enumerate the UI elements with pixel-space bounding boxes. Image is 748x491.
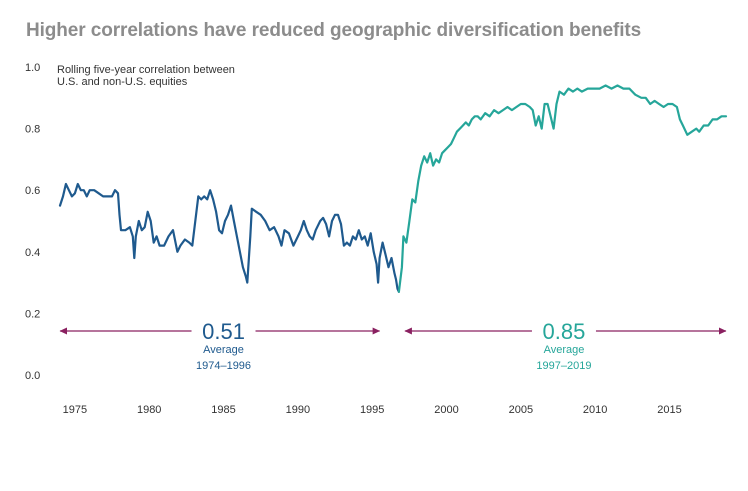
x-tick-label: 1990 [286,404,310,416]
average-label-1: Average [203,344,244,356]
average-value-2: 0.85 [543,319,586,344]
chart-title: Higher correlations have reduced geograp… [26,20,642,41]
x-tick-label: 2015 [657,404,681,416]
y-axis-label-line: Rolling five-year correlation between [57,64,235,76]
x-tick-label: 1995 [360,404,384,416]
average-value-1: 0.51 [202,319,245,344]
y-tick-label: 1.0 [25,62,40,74]
series-lines [58,84,728,293]
x-tick-label: 1975 [63,404,87,416]
y-tick-label: 0.6 [25,185,40,197]
y-axis-label: Rolling five-year correlation betweenU.S… [57,64,235,88]
series-line-1 [58,182,400,293]
average-period-1: 1974–1996 [196,360,251,372]
average-period-2: 1997–2019 [536,360,591,372]
x-tick-label: 2010 [583,404,607,416]
x-tick-label: 1985 [211,404,235,416]
y-axis-label-line: U.S. and non-U.S. equities [57,76,188,88]
x-tick-label: 1980 [137,404,161,416]
y-tick-label: 0.0 [25,370,40,382]
y-tick-label: 0.4 [25,247,40,259]
y-tick-label: 0.8 [25,124,40,136]
y-tick-label: 0.2 [25,308,40,320]
series-line-2 [397,84,728,293]
x-tick-label: 2000 [434,404,458,416]
x-axis-ticks: 1975 1980 1985 1990 1995 2000 2005 2010 2015 [63,404,682,416]
y-axis-ticks: 0.0 0.2 0.4 0.6 0.8 1.0 [25,62,40,382]
x-tick-label: 2005 [509,404,533,416]
average-label-2: Average [544,344,585,356]
